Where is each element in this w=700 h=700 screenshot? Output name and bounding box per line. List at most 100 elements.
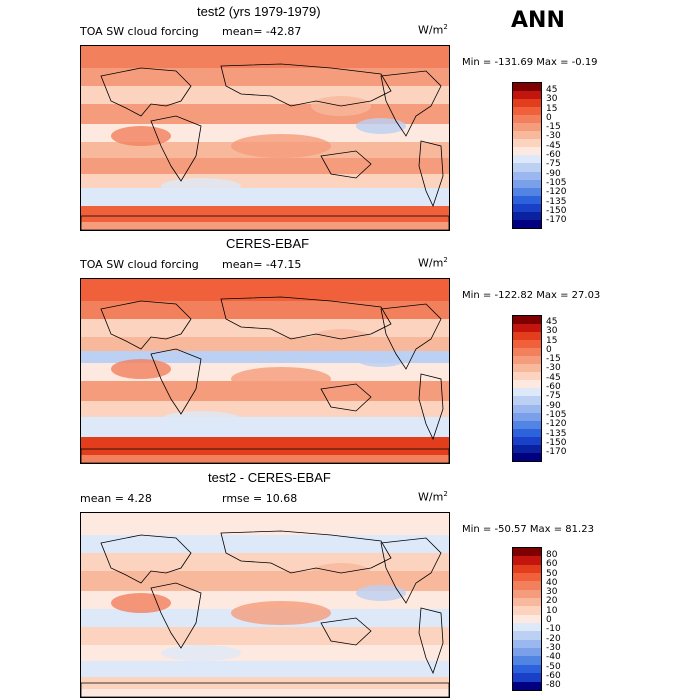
- map-band: [81, 381, 449, 401]
- map-blob: [111, 126, 171, 146]
- continent-outline: [320, 617, 372, 646]
- map-blob: [111, 593, 171, 613]
- colorbar-tick-label: -135: [546, 196, 567, 207]
- colorbar-tick-label: -105: [546, 177, 567, 188]
- colorbar-swatch: [513, 606, 541, 615]
- panel-1-colorbar-ticks: 45 30 15 0 -15 -30 -45 -60 -75 -90 -105 -120 -135 -15…: [546, 85, 567, 225]
- colorbar-swatch: [513, 648, 541, 657]
- map-band: [81, 319, 449, 337]
- map-band: [81, 455, 449, 463]
- colorbar-tick-label: -30: [546, 131, 561, 142]
- colorbar-tick-label: -15: [546, 122, 561, 133]
- colorbar-swatch: [513, 631, 541, 640]
- colorbar-swatch: [513, 396, 541, 405]
- colorbar-swatch: [513, 452, 541, 461]
- panel-3-minmax: Min = -50.57 Max = 81.23: [462, 524, 594, 535]
- colorbar-swatch: [513, 123, 541, 132]
- map-blob: [356, 351, 406, 367]
- map-band: [81, 627, 449, 645]
- colorbar-tick-label: -120: [546, 187, 567, 198]
- colorbar-swatch: [513, 380, 541, 389]
- continent-outline: [418, 607, 444, 675]
- map-band: [81, 206, 449, 222]
- continent-outline: [220, 530, 392, 574]
- colorbar-tick-label: -60: [546, 382, 561, 393]
- colorbar-tick-label: -30: [546, 642, 561, 653]
- colorbar-tick-label: 45: [546, 85, 558, 95]
- panel-1-map: [80, 45, 450, 231]
- colorbar-swatch: [513, 388, 541, 397]
- colorbar-tick-label: -80: [546, 680, 561, 691]
- continent-outline: [150, 582, 202, 649]
- colorbar-swatch: [513, 664, 541, 674]
- colorbar-tick-label: -50: [546, 661, 561, 672]
- panel-3-units-base: W/m: [418, 490, 444, 504]
- colorbar-swatch: [513, 115, 541, 124]
- map-band: [81, 689, 449, 697]
- panel-3-mean: mean = 4.28: [80, 492, 152, 505]
- continent-outline: [150, 348, 202, 415]
- continent-outline: [418, 140, 444, 208]
- colorbar-swatch: [513, 107, 541, 116]
- colorbar-tick-label: -105: [546, 409, 567, 420]
- continent-outline: [220, 296, 392, 340]
- panel-3-rmse: rmse = 10.68: [222, 492, 298, 505]
- panel-1-field: TOA SW cloud forcing: [80, 25, 199, 38]
- colorbar-swatch: [513, 163, 541, 172]
- map-blob: [356, 118, 406, 134]
- panel-2-units: W/m2: [418, 256, 448, 270]
- panel-1-units-base: W/m: [418, 23, 444, 37]
- map-band: [81, 158, 449, 174]
- map-band: [81, 661, 449, 677]
- map-band: [81, 417, 449, 437]
- colorbar-tick-label: -15: [546, 354, 561, 365]
- colorbar-swatch: [513, 171, 541, 180]
- colorbar-tick-label: 30: [546, 587, 558, 598]
- panel-2-stat: mean= -47.15: [222, 258, 302, 271]
- continent-outline: [418, 373, 444, 441]
- map-band: [81, 86, 449, 104]
- colorbar-tick-label: -150: [546, 437, 567, 448]
- colorbar-tick-label: -170: [546, 447, 567, 458]
- colorbar-tick-label: -90: [546, 168, 561, 179]
- colorbar-swatch: [513, 179, 541, 188]
- panel-3-map-svg: [81, 513, 449, 697]
- colorbar-swatch: [513, 372, 541, 381]
- colorbar-swatch: [513, 436, 541, 445]
- map-blob: [231, 367, 331, 391]
- continent-outline: [320, 150, 372, 179]
- colorbar-tick-label: 40: [546, 577, 558, 588]
- panel-2-units-base: W/m: [418, 256, 444, 270]
- panel-2-map-svg: [81, 279, 449, 463]
- continent-outline: [100, 534, 192, 584]
- colorbar-swatch: [513, 614, 541, 624]
- continent-outline: [81, 682, 449, 697]
- colorbar-tick-label: 20: [546, 596, 558, 607]
- colorbar-swatch: [513, 589, 541, 599]
- colorbar-tick-label: -75: [546, 159, 561, 170]
- panel-2-field: TOA SW cloud forcing: [80, 258, 199, 271]
- colorbar-swatch: [513, 556, 541, 565]
- colorbar-swatch: [513, 404, 541, 413]
- panel-1-title: test2 (yrs 1979-1979): [197, 4, 321, 19]
- colorbar-tick-label: -45: [546, 140, 561, 151]
- colorbar-swatch: [513, 598, 541, 607]
- map-blob: [161, 178, 241, 194]
- colorbar-swatch: [513, 91, 541, 100]
- colorbar-tick-label: 45: [546, 317, 558, 327]
- colorbar-swatch: [513, 348, 541, 357]
- colorbar-tick-label: 0: [546, 344, 552, 355]
- colorbar-swatch: [513, 564, 541, 574]
- colorbar-tick-label: -150: [546, 205, 567, 216]
- panel-3-title: test2 - CERES-EBAF: [208, 470, 331, 485]
- panel-2-title: CERES-EBAF: [226, 236, 310, 251]
- map-blob: [161, 645, 241, 661]
- colorbar-swatch: [513, 573, 541, 582]
- colorbar-swatch: [513, 211, 541, 220]
- colorbar-swatch: [513, 99, 541, 108]
- colorbar-tick-label: -45: [546, 372, 561, 383]
- map-band: [81, 222, 449, 230]
- panel-2-units-exp: 2: [443, 256, 448, 264]
- map-blob: [111, 359, 171, 379]
- colorbar-swatch: [513, 139, 541, 148]
